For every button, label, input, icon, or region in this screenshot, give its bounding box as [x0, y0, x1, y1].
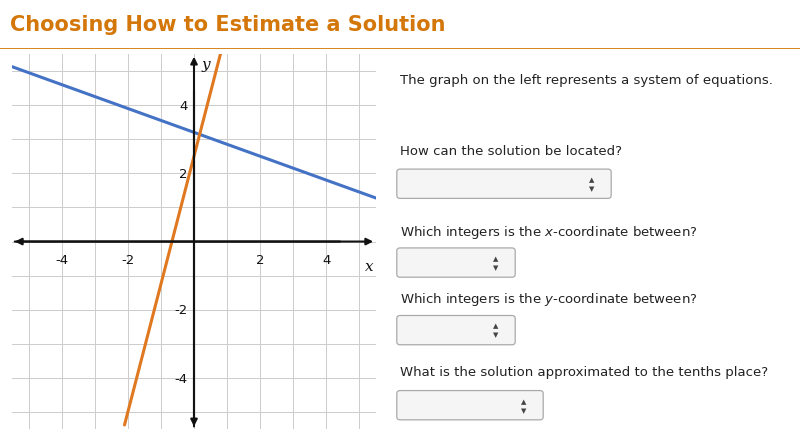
Text: -2: -2	[174, 304, 187, 317]
Text: ▲: ▲	[590, 177, 594, 183]
Text: -4: -4	[55, 254, 68, 267]
Text: ▼: ▼	[494, 332, 498, 338]
FancyBboxPatch shape	[397, 316, 515, 345]
Text: The graph on the left represents a system of equations.: The graph on the left represents a syste…	[400, 74, 773, 86]
Text: 4: 4	[179, 99, 187, 112]
Text: ▲: ▲	[522, 398, 526, 404]
Text: Which integers is the $y$-coordinate between?: Which integers is the $y$-coordinate bet…	[400, 291, 698, 307]
Text: 2: 2	[179, 167, 187, 180]
Text: x: x	[365, 259, 374, 273]
Text: What is the solution approximated to the tenths place?: What is the solution approximated to the…	[400, 366, 768, 378]
Text: Choosing How to Estimate a Solution: Choosing How to Estimate a Solution	[10, 15, 445, 35]
Text: ▲: ▲	[494, 255, 498, 261]
FancyBboxPatch shape	[397, 170, 611, 199]
Text: -4: -4	[174, 372, 187, 385]
Text: y: y	[202, 58, 210, 72]
Text: -2: -2	[121, 254, 134, 267]
FancyBboxPatch shape	[397, 391, 543, 420]
Text: ▼: ▼	[494, 265, 498, 270]
Text: ▼: ▼	[590, 186, 594, 192]
Text: ▼: ▼	[522, 407, 526, 413]
Text: ▲: ▲	[494, 323, 498, 329]
Text: How can the solution be located?: How can the solution be located?	[400, 145, 622, 158]
Text: Which integers is the $x$-coordinate between?: Which integers is the $x$-coordinate bet…	[400, 223, 698, 240]
FancyBboxPatch shape	[397, 248, 515, 278]
Text: 2: 2	[256, 254, 265, 267]
Text: 4: 4	[322, 254, 330, 267]
